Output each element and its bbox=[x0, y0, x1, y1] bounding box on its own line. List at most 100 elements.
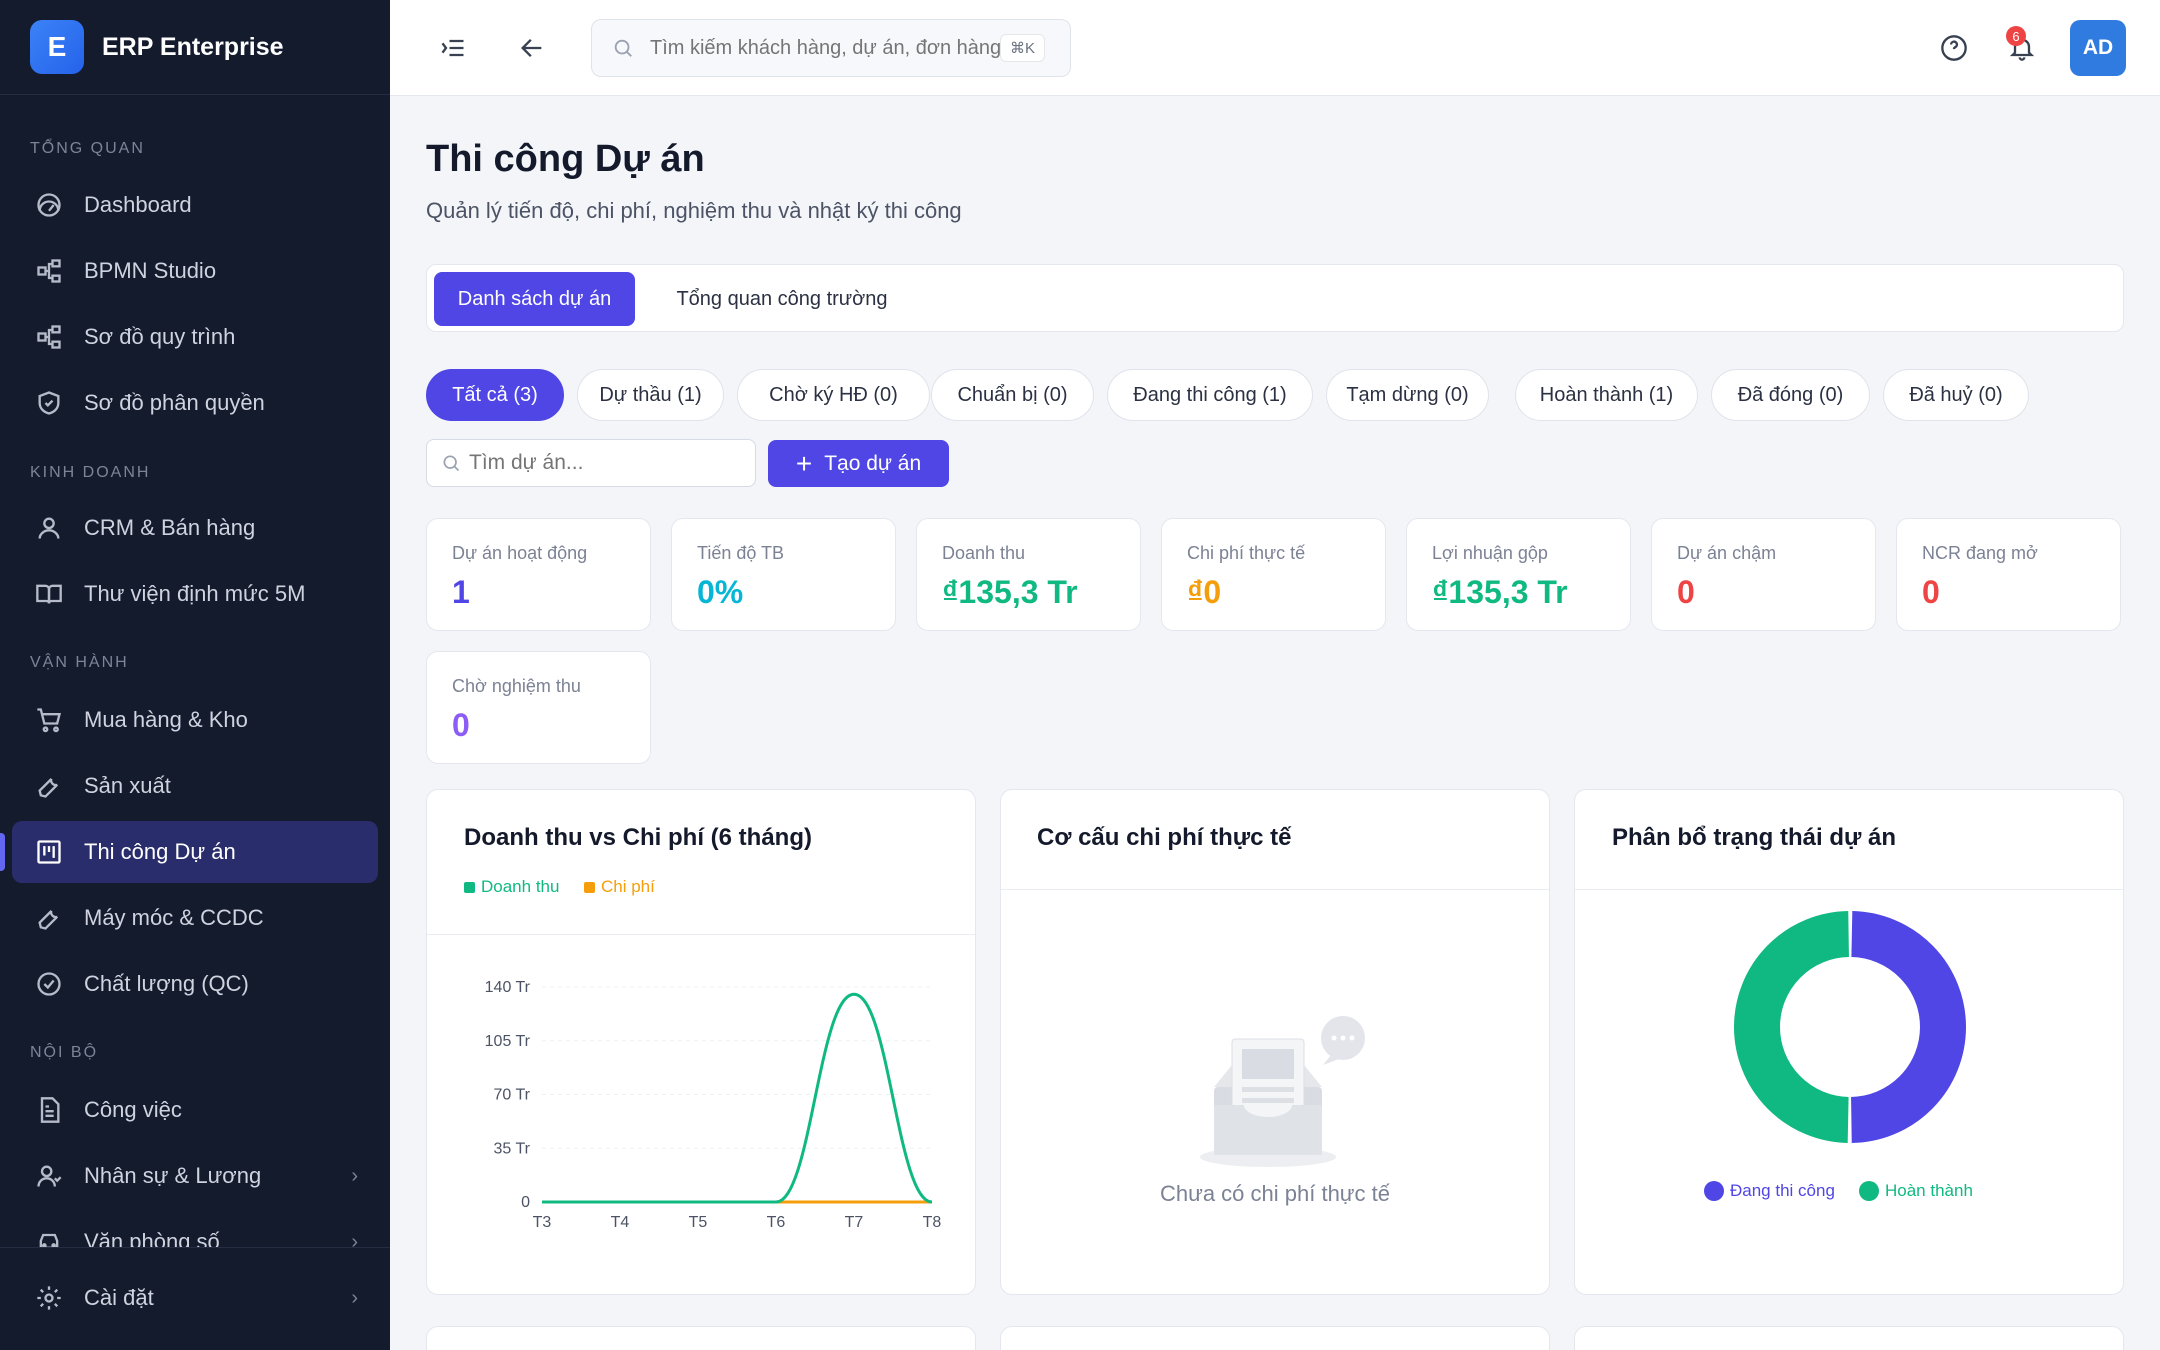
kanban-icon bbox=[34, 837, 64, 867]
workflow-icon bbox=[34, 256, 64, 286]
stat-label: Tiến độ TB bbox=[697, 543, 785, 563]
stat-delayed-projects: Dự án chậm 0 bbox=[1651, 518, 1876, 631]
stat-value: ₫135,3 Tr bbox=[1432, 574, 1568, 610]
y-tick-label: 140 Tr bbox=[485, 979, 531, 996]
filter-closed[interactable]: Đã đóng (0) bbox=[1711, 369, 1870, 421]
sidebar-item-crm[interactable]: CRM & Bán hàng bbox=[12, 497, 378, 559]
sidebar-item-label: Sơ đồ quy trình bbox=[84, 324, 236, 349]
sidebar: E ERP Enterprise Tổng quan Dashboard BPM… bbox=[0, 0, 390, 1350]
sidebar-item-label: Sơ đồ phân quyền bbox=[84, 390, 265, 415]
help-icon[interactable] bbox=[1936, 30, 1972, 66]
section-tong-quan: Tổng quan bbox=[30, 140, 145, 157]
topbar: ⌘K 6 AD bbox=[390, 0, 2160, 96]
legend-label: Chi phí bbox=[601, 877, 655, 896]
sidebar-item-label: BPMN Studio bbox=[84, 258, 217, 283]
sidebar-item-thu-vien-dinh-muc[interactable]: Thư viện định mức 5M bbox=[12, 563, 378, 625]
legend-label: Doanh thu bbox=[481, 877, 560, 896]
check-circle-icon bbox=[34, 969, 64, 999]
create-project-label: Tạo dự án bbox=[824, 451, 922, 475]
sidebar-item-settings[interactable]: Cài đặt › bbox=[12, 1267, 378, 1329]
x-tick-label: T3 bbox=[533, 1214, 552, 1231]
donut-slice-1 bbox=[1734, 911, 1850, 1143]
stat-open-ncr: NCR đang mở 0 bbox=[1896, 518, 2121, 631]
filter-in-construction[interactable]: Đang thi công (1) bbox=[1107, 369, 1313, 421]
chevron-right-icon: › bbox=[351, 1230, 358, 1253]
stat-active-projects: Dự án hoạt động 1 bbox=[426, 518, 651, 631]
legend-cost: Chi phí bbox=[584, 877, 655, 897]
create-project-button[interactable]: + Tạo dự án bbox=[768, 440, 949, 487]
filter-paused[interactable]: Tạm dừng (0) bbox=[1326, 369, 1489, 421]
chevron-right-icon: › bbox=[351, 1164, 358, 1187]
active-indicator bbox=[0, 833, 5, 871]
filter-awaiting-contract[interactable]: Chờ ký HĐ (0) bbox=[737, 369, 930, 421]
sidebar-item-cong-viec[interactable]: Công việc bbox=[12, 1079, 378, 1141]
stat-avg-progress: Tiến độ TB 0% bbox=[671, 518, 896, 631]
stat-label: NCR đang mở bbox=[1922, 543, 2038, 563]
sidebar-item-label: Máy móc & CCDC bbox=[84, 905, 264, 930]
revenue-cost-line-chart: 0 35 Tr 70 Tr 105 Tr 140 Tr T3 T4 T5 T6 T7 T8 bbox=[485, 979, 942, 1231]
gauge-icon bbox=[34, 190, 64, 220]
next-card bbox=[426, 1326, 976, 1350]
avatar[interactable]: AD bbox=[2070, 20, 2126, 76]
filter-preparing[interactable]: Chuẩn bị (0) bbox=[931, 369, 1094, 421]
sidebar-item-label: Dashboard bbox=[84, 192, 192, 217]
filter-completed[interactable]: Hoàn thành (1) bbox=[1515, 369, 1698, 421]
wrench-icon bbox=[34, 771, 64, 801]
sidebar-item-mua-hang-kho[interactable]: Mua hàng & Kho bbox=[12, 689, 378, 751]
file-text-icon bbox=[34, 1095, 64, 1125]
global-search[interactable]: ⌘K bbox=[591, 19, 1071, 77]
x-tick-label: T7 bbox=[845, 1214, 864, 1231]
filter-all[interactable]: Tất cả (3) bbox=[426, 369, 564, 421]
section-kinh-doanh: Kinh doanh bbox=[30, 464, 151, 481]
y-tick-label: 70 Tr bbox=[494, 1087, 531, 1104]
revenue-series-line bbox=[541, 992, 933, 1204]
y-tick-label: 35 Tr bbox=[494, 1140, 531, 1157]
legend-swatch bbox=[1859, 1181, 1879, 1201]
back-arrow-icon[interactable] bbox=[514, 30, 550, 66]
gear-icon bbox=[34, 1283, 64, 1313]
sidebar-item-label: Cài đặt bbox=[84, 1285, 154, 1310]
legend-completed: Hoàn thành bbox=[1859, 1181, 1973, 1201]
legend-label: Hoàn thành bbox=[1885, 1181, 1973, 1200]
sidebar-item-san-xuat[interactable]: Sản xuất bbox=[12, 755, 378, 817]
brand[interactable]: E ERP Enterprise bbox=[0, 0, 390, 95]
book-icon bbox=[34, 579, 64, 609]
stat-value: 0% bbox=[697, 574, 744, 610]
sidebar-item-bpmn-studio[interactable]: BPMN Studio bbox=[12, 240, 378, 302]
tab-project-list[interactable]: Danh sách dự án bbox=[434, 272, 635, 326]
chevron-right-icon: › bbox=[351, 1286, 358, 1309]
wrench-icon bbox=[34, 903, 64, 933]
sidebar-item-may-moc-ccdc[interactable]: Máy móc & CCDC bbox=[12, 887, 378, 949]
next-card bbox=[1000, 1326, 1550, 1350]
divider bbox=[427, 934, 975, 935]
legend-swatch bbox=[464, 881, 475, 893]
sidebar-item-chat-luong-qc[interactable]: Chất lượng (QC) bbox=[12, 953, 378, 1015]
stat-value: 0 bbox=[1677, 574, 1695, 610]
menu-collapse-icon[interactable] bbox=[435, 30, 471, 66]
project-search-input[interactable] bbox=[469, 451, 749, 475]
sidebar-item-label: Chất lượng (QC) bbox=[84, 971, 249, 996]
sidebar-item-nhan-su-luong[interactable]: Nhân sự & Lương › bbox=[12, 1145, 378, 1207]
stat-label: Doanh thu bbox=[942, 543, 1026, 563]
global-search-input[interactable] bbox=[650, 36, 1000, 60]
card-title: Phân bổ trạng thái dự án bbox=[1612, 824, 1897, 851]
legend-label: Đang thi công bbox=[1730, 1181, 1835, 1200]
tab-site-overview[interactable]: Tổng quan công trường bbox=[676, 287, 888, 310]
sidebar-item-dashboard[interactable]: Dashboard bbox=[12, 174, 378, 236]
brand-logo: E bbox=[30, 20, 84, 74]
filter-bidding[interactable]: Dự thầu (1) bbox=[577, 369, 724, 421]
sidebar-item-so-do-quy-trinh[interactable]: Sơ đồ quy trình bbox=[12, 306, 378, 368]
shield-check-icon bbox=[34, 388, 64, 418]
sidebar-item-so-do-phan-quyen[interactable]: Sơ đồ phân quyền bbox=[12, 372, 378, 434]
stat-gross-profit: Lợi nhuận gộp ₫135,3 Tr bbox=[1406, 518, 1631, 631]
project-search[interactable] bbox=[426, 439, 756, 487]
y-tick-label: 105 Tr bbox=[485, 1033, 531, 1050]
view-tabs: Danh sách dự án Tổng quan công trường bbox=[426, 264, 2124, 332]
filter-cancelled[interactable]: Đã huỷ (0) bbox=[1883, 369, 2029, 421]
notification-badge: 6 bbox=[2006, 26, 2026, 46]
notification-button[interactable]: 6 bbox=[2004, 26, 2040, 66]
stat-label: Chờ nghiệm thu bbox=[452, 676, 581, 696]
users-icon bbox=[34, 1161, 64, 1191]
plus-icon: + bbox=[795, 447, 813, 479]
sidebar-item-thi-cong-du-an[interactable]: Thi công Dự án bbox=[12, 821, 378, 883]
